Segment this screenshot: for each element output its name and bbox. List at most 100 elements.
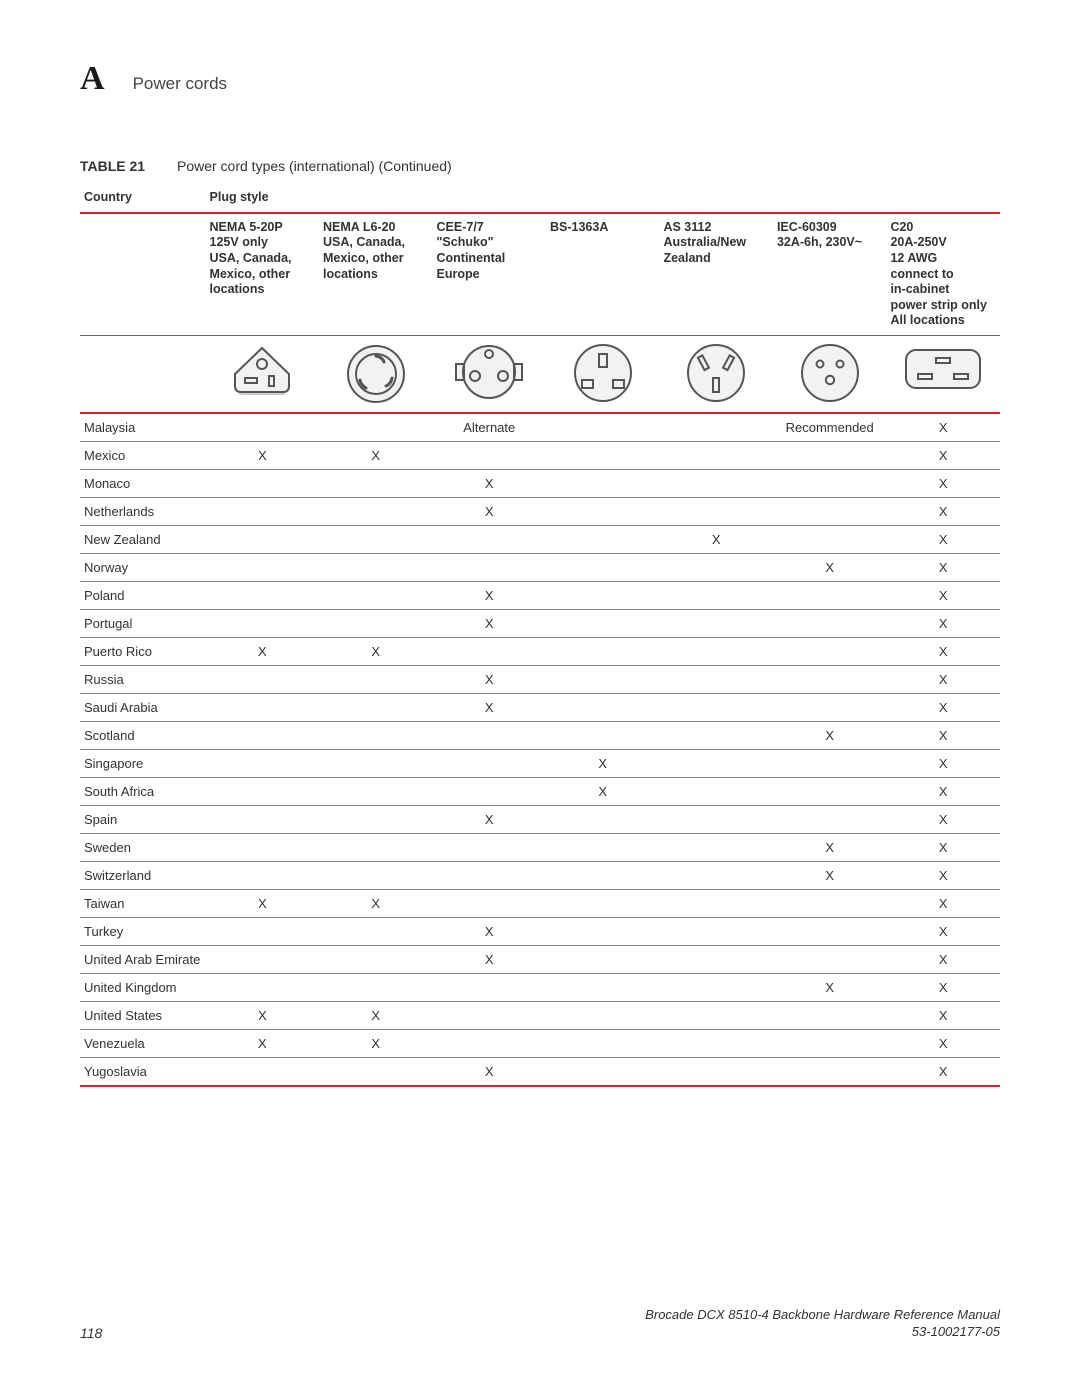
power-cord-table: Country Plug style NEMA 5-20P 125V only … (80, 184, 1000, 1087)
data-cell: X (546, 750, 659, 778)
data-cell (773, 778, 886, 806)
appendix-letter: A (80, 60, 105, 98)
country-cell: Puerto Rico (80, 638, 206, 666)
table-row: Puerto RicoXXX (80, 638, 1000, 666)
data-cell: X (433, 498, 546, 526)
data-cell (433, 554, 546, 582)
data-cell: X (886, 526, 1000, 554)
data-cell (773, 918, 886, 946)
country-cell: Saudi Arabia (80, 694, 206, 722)
col-header-plugstyle: Plug style (206, 184, 1000, 213)
table-row: YugoslaviaXX (80, 1058, 1000, 1087)
table-row: SpainXX (80, 806, 1000, 834)
data-cell (659, 1030, 772, 1058)
table-row: SwitzerlandXX (80, 862, 1000, 890)
data-cell (546, 834, 659, 862)
doc-title: Brocade DCX 8510-4 Backbone Hardware Ref… (645, 1306, 1000, 1324)
plug-icon-nema520p (206, 336, 319, 414)
data-cell: X (886, 638, 1000, 666)
data-cell: X (886, 890, 1000, 918)
data-cell (659, 974, 772, 1002)
data-cell (546, 610, 659, 638)
data-cell: X (886, 1058, 1000, 1087)
page-number: 118 (80, 1325, 102, 1341)
data-cell: X (206, 638, 319, 666)
data-cell: X (433, 610, 546, 638)
data-cell (773, 610, 886, 638)
table-row: VenezuelaXXX (80, 1030, 1000, 1058)
data-cell: X (773, 974, 886, 1002)
col-header-cee77: CEE-7/7 "Schuko" Continental Europe (433, 213, 546, 336)
data-cell (546, 862, 659, 890)
data-cell (546, 1058, 659, 1087)
data-cell (546, 918, 659, 946)
data-cell (319, 750, 432, 778)
data-cell: X (886, 554, 1000, 582)
data-cell (319, 722, 432, 750)
data-cell (659, 666, 772, 694)
data-cell (546, 1002, 659, 1030)
country-cell: Turkey (80, 918, 206, 946)
data-cell: X (886, 722, 1000, 750)
data-cell (319, 582, 432, 610)
data-cell (659, 778, 772, 806)
data-cell (319, 834, 432, 862)
data-cell (659, 498, 772, 526)
data-cell: X (206, 1030, 319, 1058)
data-cell (546, 554, 659, 582)
plug-icon-as3112 (659, 336, 772, 414)
data-cell (206, 946, 319, 974)
table-caption-label: TABLE 21 (80, 158, 145, 174)
data-cell (433, 778, 546, 806)
data-cell (546, 666, 659, 694)
data-cell (546, 638, 659, 666)
data-cell (773, 946, 886, 974)
data-cell (773, 470, 886, 498)
data-cell (319, 526, 432, 554)
data-cell (546, 974, 659, 1002)
country-cell: Taiwan (80, 890, 206, 918)
data-cell (206, 974, 319, 1002)
table-row: PolandXX (80, 582, 1000, 610)
data-cell (206, 498, 319, 526)
data-cell (433, 526, 546, 554)
table-row: United StatesXXX (80, 1002, 1000, 1030)
data-cell (773, 806, 886, 834)
data-cell: X (773, 554, 886, 582)
data-cell: X (773, 722, 886, 750)
data-cell (319, 554, 432, 582)
data-cell: X (886, 582, 1000, 610)
data-cell (319, 862, 432, 890)
data-cell (206, 694, 319, 722)
data-cell (319, 694, 432, 722)
data-cell (546, 806, 659, 834)
table-row: PortugalXX (80, 610, 1000, 638)
col-header-nemal620: NEMA L6-20 USA, Canada, Mexico, other lo… (319, 213, 432, 336)
data-cell: X (886, 750, 1000, 778)
data-cell (659, 610, 772, 638)
data-cell (773, 442, 886, 470)
table-caption: TABLE 21 Power cord types (international… (80, 158, 1000, 174)
data-cell: X (886, 610, 1000, 638)
appendix-title: Power cords (133, 74, 227, 94)
country-cell: Singapore (80, 750, 206, 778)
data-cell: X (546, 778, 659, 806)
data-cell (659, 862, 772, 890)
country-cell: United Kingdom (80, 974, 206, 1002)
data-cell (319, 666, 432, 694)
table-row: United KingdomXX (80, 974, 1000, 1002)
data-cell (433, 1030, 546, 1058)
data-cell (659, 722, 772, 750)
table-row: Saudi ArabiaXX (80, 694, 1000, 722)
table-row: Singapore X X (80, 750, 1000, 778)
data-cell (433, 862, 546, 890)
data-cell (659, 442, 772, 470)
data-cell: X (886, 413, 1000, 442)
col-header-nema520p: NEMA 5-20P 125V only USA, Canada, Mexico… (206, 213, 319, 336)
data-cell (546, 890, 659, 918)
data-cell: X (433, 694, 546, 722)
table-row: SwedenXX (80, 834, 1000, 862)
country-cell: Norway (80, 554, 206, 582)
data-cell: X (886, 1002, 1000, 1030)
data-cell (433, 890, 546, 918)
